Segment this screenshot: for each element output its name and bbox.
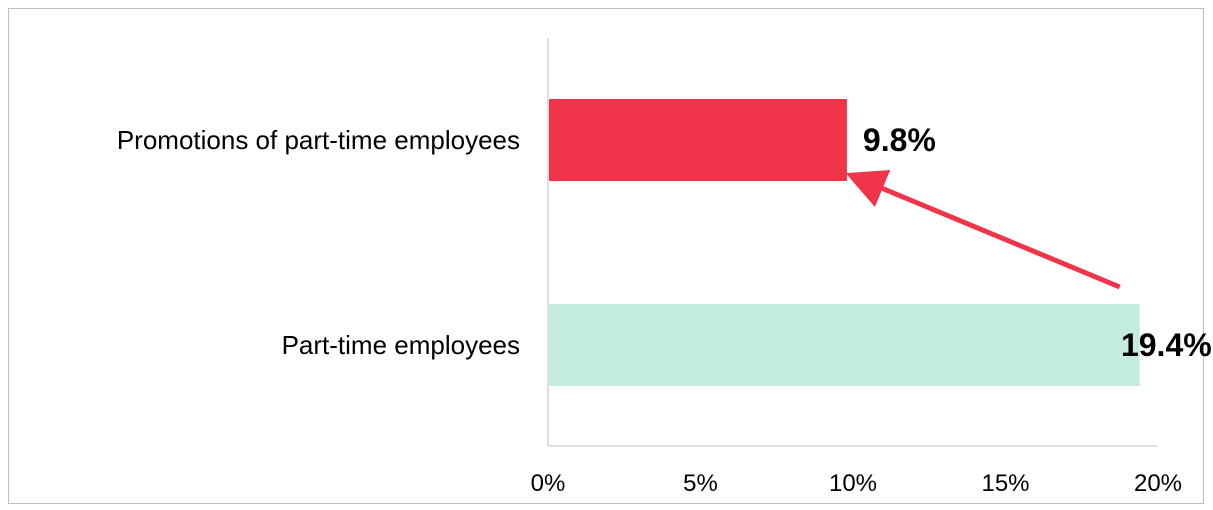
data-label: 19.4% — [1121, 327, 1212, 363]
x-tick-label: 5% — [683, 470, 718, 497]
bar — [549, 99, 847, 181]
chart-frame — [8, 8, 1204, 504]
x-tick-label: 0% — [531, 470, 566, 497]
bar — [549, 304, 1140, 386]
annotation-arrow — [845, 170, 1121, 290]
x-tick-label: 10% — [829, 470, 877, 497]
x-tick-label: 15% — [981, 470, 1029, 497]
x-tick-label: 20% — [1134, 470, 1182, 497]
category-label: Promotions of part-time employees — [117, 125, 520, 155]
category-label: Part-time employees — [282, 330, 520, 360]
data-label: 9.8% — [863, 122, 936, 158]
